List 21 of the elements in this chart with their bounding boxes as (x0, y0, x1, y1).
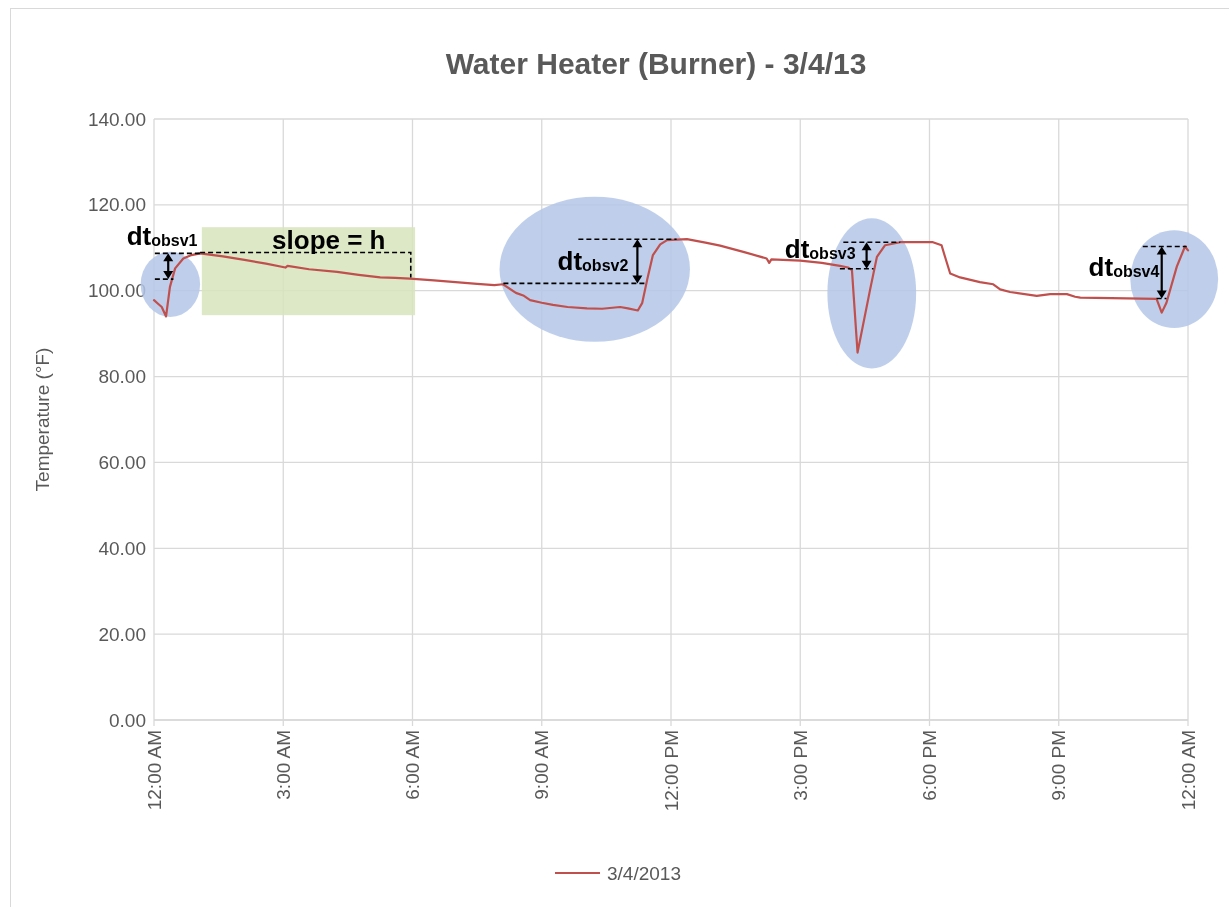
x-tick-label: 3:00 AM (272, 730, 294, 800)
x-tick-label: 9:00 PM (1048, 730, 1070, 801)
x-tick-label: 12:00 AM (1177, 730, 1199, 811)
y-tick-label: 20.00 (98, 623, 146, 645)
y-axis-title: Temperature (°F) (31, 347, 53, 492)
chart-title: Water Heater (Burner) - 3/4/13 (445, 47, 867, 80)
legend-label: 3/4/2013 (607, 862, 681, 884)
x-tick-label: 9:00 AM (531, 730, 553, 800)
y-tick-label: 40.00 (98, 537, 146, 559)
y-tick-label: 120.00 (87, 194, 146, 216)
x-tick-label: 6:00 AM (402, 730, 423, 800)
x-tick-label: 12:00 PM (660, 730, 682, 812)
y-tick-label: 140.00 (87, 108, 146, 130)
y-tick-label: 100.00 (87, 280, 146, 302)
annotation: slope = h (272, 225, 386, 256)
x-tick-label: 6:00 PM (919, 730, 940, 801)
y-tick-label: 80.00 (98, 366, 146, 388)
x-tick-label: 3:00 PM (789, 730, 811, 801)
y-tick-label: 60.00 (98, 451, 146, 473)
y-tick-label: 0.00 (109, 709, 146, 731)
x-tick-label: 12:00 AM (143, 730, 165, 811)
